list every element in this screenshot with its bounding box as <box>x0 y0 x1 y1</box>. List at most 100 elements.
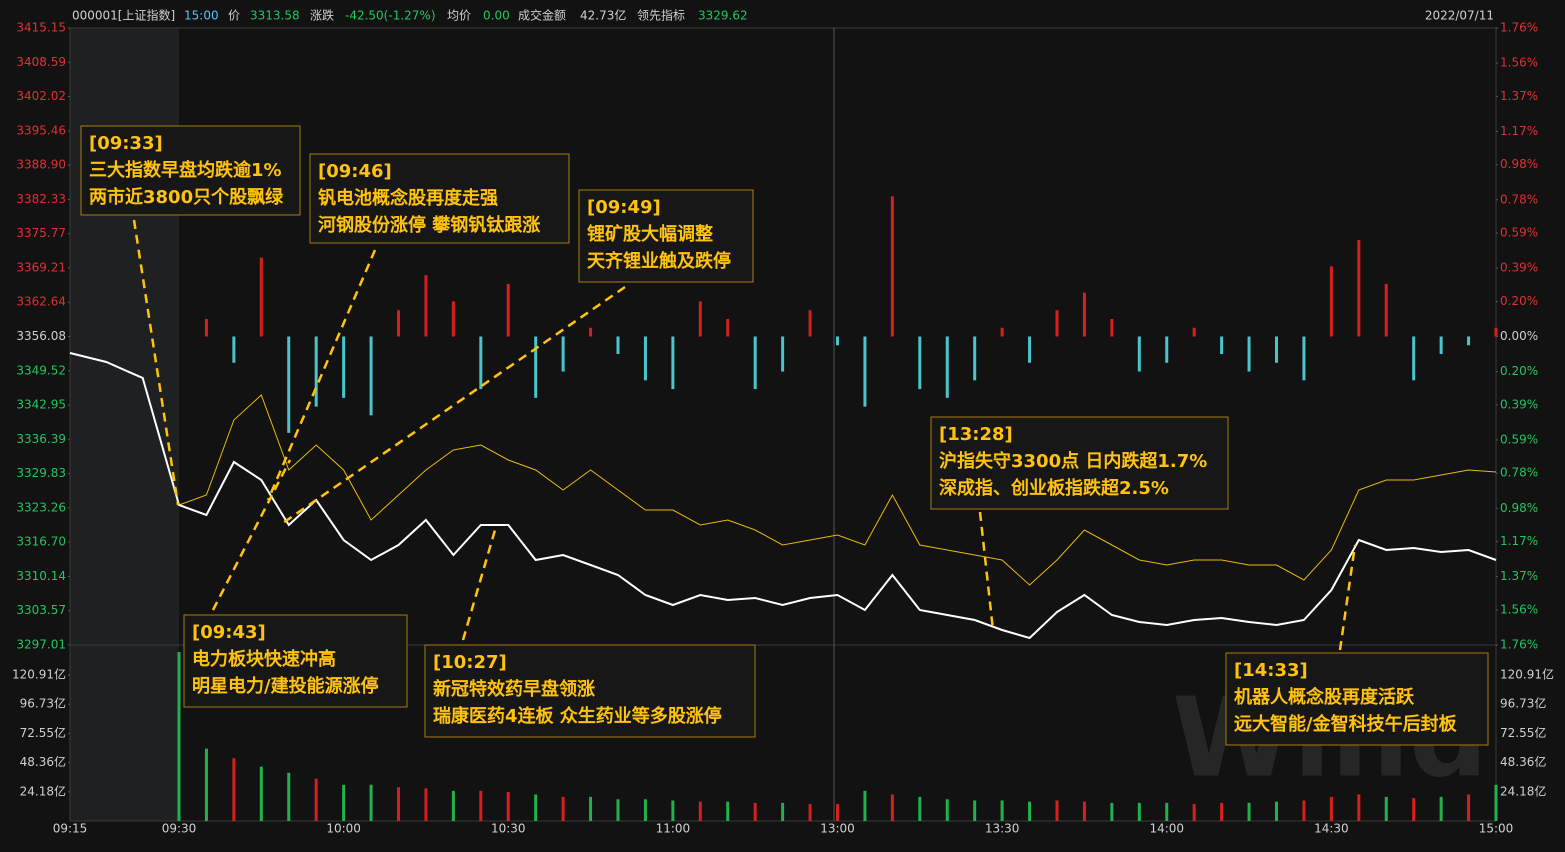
y2-tick-label: 1.76% <box>1500 638 1538 652</box>
momentum-bar <box>1357 240 1361 337</box>
y2-tick-label: 1.17% <box>1500 534 1538 548</box>
volume-bar <box>1494 784 1498 821</box>
volume-bar <box>808 804 812 821</box>
annotation-text: 电力板块快速冲高 <box>192 648 336 670</box>
momentum-bar <box>973 336 977 381</box>
volume-bar <box>561 796 565 821</box>
connector <box>211 459 292 611</box>
y-tick-label: 3395.46 <box>16 123 66 137</box>
momentum-bar <box>808 310 812 337</box>
momentum-bar <box>424 275 428 337</box>
label: 价 <box>228 9 240 23</box>
volume-bar <box>506 792 510 821</box>
volume-bar <box>726 801 730 821</box>
momentum-bar <box>863 336 867 407</box>
annotation-box <box>930 416 1229 510</box>
y2-tick-label: 0.78% <box>1500 466 1538 480</box>
volume-bar <box>973 800 977 821</box>
momentum-bar <box>589 327 593 337</box>
y-tick-label: 3323.26 <box>16 500 66 514</box>
label: 领先指标 <box>637 8 685 23</box>
x-tick-label: 09:30 <box>162 822 197 836</box>
x-tick-label: 10:30 <box>491 822 526 836</box>
momentum-bar <box>671 336 675 390</box>
x-tick-label: 13:30 <box>985 822 1020 836</box>
volume-bar <box>863 790 867 821</box>
y-tick-label: 3375.77 <box>16 226 66 240</box>
annotation-text: 三大指数早盘均跌逾1% <box>89 159 282 181</box>
volume-bar <box>369 784 373 821</box>
volume-bar <box>1275 801 1278 821</box>
label: 成交金额 <box>518 8 566 23</box>
momentum-bar <box>890 196 894 337</box>
price: 3313.58 <box>250 9 300 23</box>
y2-tick-label: 0.20% <box>1500 294 1538 308</box>
y3-tick-label: 48.36亿 <box>1500 754 1546 769</box>
annotations: [09:33] 三大指数早盘均跌逾1% 两市近3800只个股飘绿 [09:46] 钒电池… <box>80 125 1489 746</box>
y2-tick-label: 0.59% <box>1500 226 1538 240</box>
price-line <box>178 394 1497 586</box>
y2-tick-label: 0.98% <box>1500 501 1538 515</box>
y2-tick-label: 0.39% <box>1500 397 1538 411</box>
volume-bar <box>1082 801 1086 821</box>
y2-tick-label: 0.98% <box>1500 157 1538 171</box>
volume-bar <box>232 758 236 821</box>
momentum-bar <box>616 336 620 355</box>
code: 000001[上证指数] <box>72 8 175 23</box>
volume-bar <box>589 796 593 821</box>
y-tick-label: 3356.08 <box>16 329 66 343</box>
y-tick-label: 3362.64 <box>16 295 66 309</box>
x-tick-label: 13:00 <box>820 822 855 836</box>
momentum-bar <box>836 336 839 346</box>
volume-bar <box>451 790 455 821</box>
x-tick-label: 09:15 <box>53 822 88 836</box>
volume-bar <box>616 799 620 821</box>
momentum-bar <box>1467 336 1471 346</box>
annotation-time: [14:33] <box>1234 660 1308 681</box>
volume-bar <box>314 778 318 821</box>
y-tick-label: 3369.21 <box>16 260 66 274</box>
annotation-time: [09:49] <box>587 197 661 218</box>
x-tick-label: 11:00 <box>656 822 691 836</box>
avg: 0.00 <box>483 9 510 23</box>
annotation-box <box>183 614 408 708</box>
lead: 3329.62 <box>698 9 748 23</box>
y-tick-label: 3349.52 <box>16 363 66 377</box>
y-tick-label: 3310.14 <box>16 569 66 583</box>
y-tick-label: 3402.02 <box>16 89 66 103</box>
label: 涨跌 <box>310 8 334 23</box>
x-tick-label: 15:00 <box>1479 822 1514 836</box>
volume-bar <box>1384 796 1388 821</box>
momentum-bar <box>232 336 236 363</box>
annotation-box <box>424 644 756 738</box>
volume-bar <box>1137 802 1141 821</box>
y-tick-label: 3388.90 <box>16 158 66 172</box>
volume-bar <box>753 802 757 821</box>
change: -42.50(-1.27%) <box>345 9 436 23</box>
connector <box>1338 544 1357 651</box>
time: 15:00 <box>184 9 219 23</box>
y-tick-label: 3297.01 <box>16 638 66 652</box>
momentum-bar <box>1220 336 1224 355</box>
date: 2022/07/11 <box>1425 9 1494 23</box>
y-tick-label: 3336.39 <box>16 432 66 446</box>
y3-tick-label: 96.73亿 <box>1500 696 1546 711</box>
y3-tick-label: 72.55亿 <box>20 725 66 740</box>
volume-bar <box>1439 796 1443 821</box>
momentum-bar <box>1082 292 1086 337</box>
momentum-bar <box>1000 327 1004 337</box>
momentum-bar <box>1247 336 1251 372</box>
annotation-lines <box>132 219 1357 651</box>
momentum-bar <box>1439 336 1443 355</box>
volume-bar <box>1165 802 1169 821</box>
volume-bar <box>1247 802 1251 821</box>
y3-tick-label: 72.55亿 <box>1500 725 1546 740</box>
volume-bar <box>1192 804 1196 821</box>
momentum-bar <box>698 301 702 337</box>
momentum-bar <box>534 336 538 398</box>
momentum-bar <box>945 336 949 398</box>
y2-tick-label: 0.78% <box>1500 192 1538 206</box>
annotation-box <box>1225 652 1489 746</box>
annotation-text: 机器人概念股再度活跃 <box>1234 686 1415 708</box>
volume-bar <box>204 748 208 821</box>
